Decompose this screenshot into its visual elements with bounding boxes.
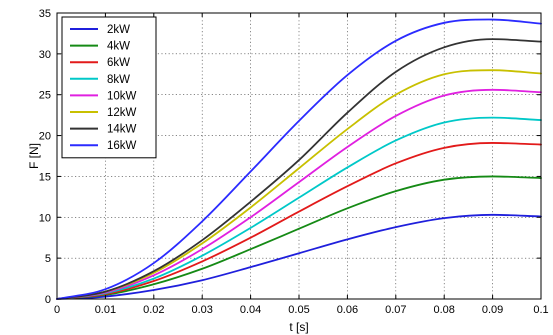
x-tick-label: 0.01 xyxy=(95,304,116,316)
x-tick-label: 0.02 xyxy=(143,304,164,316)
series-line-4kw xyxy=(56,175,542,300)
series-line-6kw xyxy=(56,142,542,300)
x-tick-label: 0.07 xyxy=(385,304,406,316)
legend-label-14kw: 14kW xyxy=(107,124,137,136)
series-lines xyxy=(56,18,542,300)
legend-box xyxy=(61,16,157,159)
y-axis-label: F [N] xyxy=(27,143,41,169)
x-tick-label: 0 xyxy=(54,304,60,316)
legend-label-6kw: 6kW xyxy=(107,57,130,69)
x-tick-label: 0.08 xyxy=(433,304,454,316)
y-tick-label: 25 xyxy=(39,90,51,102)
x-tick-label: 0.05 xyxy=(288,304,309,316)
legend-label-12kw: 12kW xyxy=(107,107,137,119)
x-tick-label: 0.06 xyxy=(337,304,358,316)
y-tick-label: 20 xyxy=(39,131,51,143)
x-tick-label: 0.04 xyxy=(240,304,261,316)
series-line-16kw xyxy=(56,18,542,300)
grid xyxy=(57,13,541,299)
legend-label-8kw: 8kW xyxy=(107,74,130,86)
x-tick-label: 0.09 xyxy=(482,304,503,316)
legend-label-4kw: 4kW xyxy=(107,41,130,53)
series-line-10kw xyxy=(56,88,542,300)
y-tick-label: 15 xyxy=(39,171,51,183)
y-tick-label: 0 xyxy=(45,294,51,306)
series-line-8kw xyxy=(56,116,542,300)
series-line-2kw xyxy=(56,213,542,300)
legend-label-16kw: 16kW xyxy=(107,140,137,152)
legend-label-2kw: 2kW xyxy=(107,24,130,36)
axis-ticks: 0 0.01 0.02 0.03 0.04 0.05 0.06 0.07 0.08 0.09 0.1… xyxy=(39,8,549,316)
series-line-14kw xyxy=(56,38,542,300)
x-axis-label: t [s] xyxy=(289,320,308,334)
legend: 2kW 4kW 6kW 8kW 10kW 12kW 14kW 16kW xyxy=(61,16,157,159)
x-tick-label: 0.1 xyxy=(533,304,548,316)
legend-label-10kw: 10kW xyxy=(107,90,137,102)
series-line-12kw xyxy=(56,69,542,300)
y-tick-label: 5 xyxy=(45,253,51,265)
x-tick-label: 0.03 xyxy=(191,304,212,316)
y-tick-label: 35 xyxy=(39,8,51,20)
y-tick-label: 10 xyxy=(39,212,51,224)
y-tick-label: 30 xyxy=(39,49,51,61)
